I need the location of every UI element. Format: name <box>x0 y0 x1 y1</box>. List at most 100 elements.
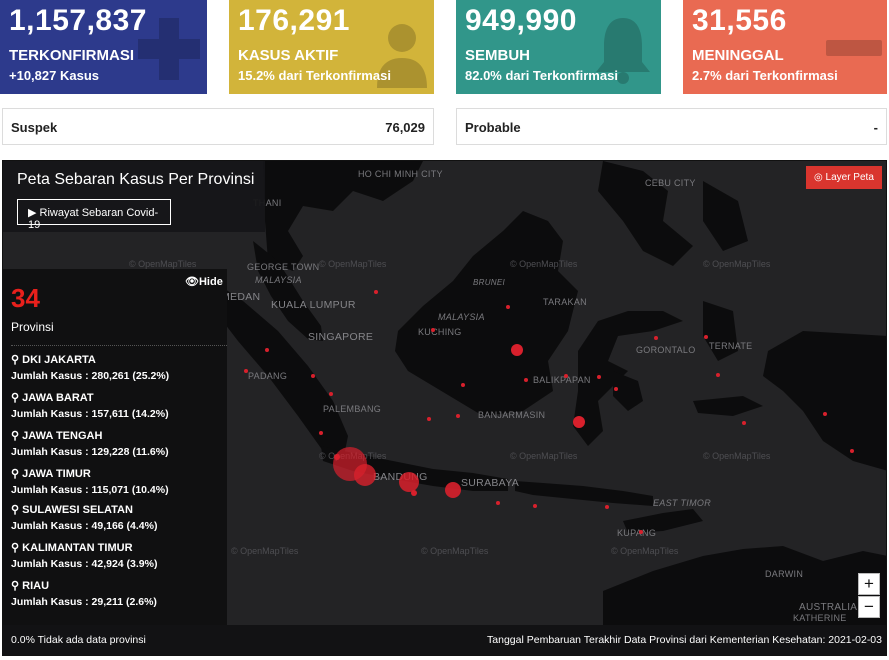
province-cases: Jumlah Kasus : 157,611 (14.2%) <box>11 408 169 420</box>
province-name: JAWA BARAT <box>22 392 94 404</box>
location-pin-icon: ⚲ <box>11 392 23 404</box>
probable-label: Probable <box>465 120 521 135</box>
province-cases: Jumlah Kasus : 129,228 (11.6%) <box>11 446 169 458</box>
suspek-box: Suspek 76,029 <box>2 108 434 145</box>
card-terkonfirmasi: 1,157,837 TERKONFIRMASI +10,827 Kasus <box>0 0 207 94</box>
province-name: SULAWESI SELATAN <box>22 504 133 516</box>
province-cases: Jumlah Kasus : 29,211 (2.6%) <box>11 596 157 608</box>
openmaptiles-attribution: © OpenMapTiles <box>611 546 679 556</box>
kasus-aktif-sub: 15.2% dari Terkonfirmasi <box>238 68 391 83</box>
map-title: Peta Sebaran Kasus Per Provinsi <box>17 171 255 188</box>
no-data-legend: 0.0% Tidak ada data provinsi <box>11 634 146 646</box>
minus-icon <box>826 40 882 56</box>
label-katherine: KATHERINE <box>793 613 847 623</box>
location-pin-icon: ⚲ <box>11 468 23 480</box>
province-map[interactable]: HO CHI MINH CITY CEBU CITY THANI GEORGE … <box>2 160 887 656</box>
marker-jawa-timur <box>445 482 461 498</box>
meninggal-value: 31,556 <box>692 4 787 37</box>
layer-peta-button[interactable]: ◎ Layer Peta <box>806 166 882 189</box>
province-item[interactable]: ⚲ JAWA BARAT Jumlah Kasus : 157,611 (14.… <box>11 391 169 420</box>
province-name: KALIMANTAN TIMUR <box>22 542 133 554</box>
location-pin-icon: ⚲ <box>11 430 23 442</box>
label-malaysia-east: MALAYSIA <box>438 312 485 322</box>
province-name: JAWA TIMUR <box>22 468 91 480</box>
label-george-town: GEORGE TOWN <box>247 262 320 272</box>
openmaptiles-attribution: © OpenMapTiles <box>129 259 197 269</box>
zoom-out-button[interactable]: − <box>858 596 880 618</box>
label-gorontalo: GORONTALO <box>636 345 696 355</box>
openmaptiles-attribution: © OpenMapTiles <box>703 259 771 269</box>
label-australia: AUSTRALIA <box>799 602 858 613</box>
eye-icon: 👁 <box>185 276 199 288</box>
province-item[interactable]: ⚲ SULAWESI SELATAN Jumlah Kasus : 49,166… <box>11 503 157 532</box>
openmaptiles-attribution: © OpenMapTiles <box>421 546 489 556</box>
label-east-timor: EAST TIMOR <box>653 498 712 508</box>
meninggal-label: MENINGGAL <box>692 47 784 64</box>
marker-kalimantan-timur <box>511 344 523 356</box>
play-icon: ▶ <box>28 207 37 219</box>
province-item[interactable]: ⚲ JAWA TENGAH Jumlah Kasus : 129,228 (11… <box>11 429 169 458</box>
province-cases: Jumlah Kasus : 42,924 (3.9%) <box>11 558 158 570</box>
hide-button[interactable]: 👁Hide <box>185 275 223 288</box>
layers-icon: ◎ <box>814 172 823 183</box>
openmaptiles-attribution: © OpenMapTiles <box>510 259 578 269</box>
plus-icon <box>138 18 200 80</box>
province-side-panel: 👁Hide 34 Provinsi ⚲ DKI JAKARTA Jumlah K… <box>3 269 227 655</box>
divider <box>11 345 227 346</box>
label-medan: MEDAN <box>221 291 261 303</box>
label-singapore: SINGAPORE <box>308 331 374 343</box>
map-land <box>213 161 886 655</box>
province-item[interactable]: ⚲ DKI JAKARTA Jumlah Kasus : 280,261 (25… <box>11 353 169 382</box>
kasus-aktif-value: 176,291 <box>238 4 350 37</box>
suspek-value: 76,029 <box>385 120 425 135</box>
case-markers <box>219 290 854 534</box>
province-item[interactable]: ⚲ JAWA TIMUR Jumlah Kasus : 115,071 (10.… <box>11 467 169 496</box>
marker-jawa-tengah <box>399 472 419 492</box>
terkonfirmasi-label: TERKONFIRMASI <box>9 47 134 64</box>
province-name: RIAU <box>22 580 50 592</box>
label-palembang: PALEMBANG <box>323 404 382 414</box>
label-brunei: BRUNEI <box>473 278 506 287</box>
label-surabaya: SURABAYA <box>461 477 520 489</box>
marker-yogyakarta <box>411 490 417 496</box>
terkonfirmasi-sub: +10,827 Kasus <box>9 68 99 83</box>
probable-value: - <box>873 120 878 135</box>
label-tarakan: TARAKAN <box>543 297 587 307</box>
province-count: 34 <box>11 283 40 313</box>
person-mask-icon <box>377 24 427 88</box>
card-kasus-aktif: 176,291 KASUS AKTIF 15.2% dari Terkonfir… <box>229 0 434 94</box>
map-footer: 0.0% Tidak ada data provinsi Tanggal Pem… <box>3 625 886 655</box>
suspek-label: Suspek <box>11 120 58 135</box>
openmaptiles-attribution: © OpenMapTiles <box>319 259 387 269</box>
marker-jawa-barat <box>354 464 376 486</box>
label-thani: THANI <box>253 198 282 208</box>
label-balikpapan: BALIKPAPAN <box>533 375 591 385</box>
province-count-label: Provinsi <box>11 320 54 334</box>
history-button[interactable]: ▶ Riwayat Sebaran Covid-19 <box>17 199 171 231</box>
zoom-in-button[interactable]: + <box>858 573 880 595</box>
sembuh-sub: 82.0% dari Terkonfirmasi <box>465 68 618 83</box>
kasus-aktif-label: KASUS AKTIF <box>238 47 339 64</box>
location-pin-icon: ⚲ <box>11 542 23 554</box>
province-cases: Jumlah Kasus : 280,261 (25.2%) <box>11 370 170 382</box>
layer-peta-label: Layer Peta <box>825 172 874 183</box>
label-ho-chi-minh: HO CHI MINH CITY <box>358 169 443 179</box>
label-cebu: CEBU CITY <box>645 178 696 188</box>
label-ternate: TERNATE <box>709 341 753 351</box>
province-item[interactable]: ⚲ KALIMANTAN TIMUR Jumlah Kasus : 42,924… <box>11 541 157 570</box>
label-kupang: KUPANG <box>617 528 657 538</box>
province-name: JAWA TENGAH <box>22 430 103 442</box>
province-cases: Jumlah Kasus : 49,166 (4.4%) <box>11 520 158 532</box>
province-item[interactable]: ⚲ RIAU Jumlah Kasus : 29,211 (2.6%) <box>11 579 157 608</box>
label-darwin: DARWIN <box>765 569 804 579</box>
province-name: DKI JAKARTA <box>22 354 96 366</box>
location-pin-icon: ⚲ <box>11 354 23 366</box>
probable-box: Probable - <box>456 108 887 145</box>
label-kuala-lumpur: KUALA LUMPUR <box>271 299 356 311</box>
openmaptiles-attribution: © OpenMapTiles <box>510 451 578 461</box>
label-banjarmasin: BANJARMASIN <box>478 410 546 420</box>
openmaptiles-attribution: © OpenMapTiles <box>703 451 771 461</box>
bell-icon <box>596 18 650 84</box>
location-pin-icon: ⚲ <box>11 504 23 516</box>
label-padang: PADANG <box>248 371 288 381</box>
